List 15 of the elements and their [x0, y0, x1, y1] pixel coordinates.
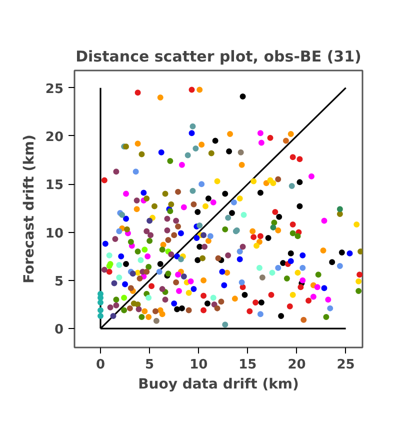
- x-tick-label: 5: [145, 358, 154, 372]
- chart-title: Distance scatter plot, obs-BE (31): [76, 48, 362, 66]
- x-tick-label: 20: [288, 358, 306, 372]
- y-axis-title: Forecast drift (km): [21, 134, 38, 284]
- y-tick-label: 25: [45, 82, 64, 97]
- y-tick-label: 5: [54, 274, 64, 290]
- y-tick-label: 10: [45, 226, 64, 242]
- x-tick-label: 15: [238, 358, 257, 372]
- y-tick-label: 20: [45, 130, 64, 145]
- x-axis-title: Buoy data drift (km): [138, 376, 299, 392]
- x-tick-label: 25: [336, 358, 355, 372]
- x-tick-label: 0: [96, 358, 106, 372]
- y-tick-label: 0: [54, 322, 64, 338]
- y-tick-label: 15: [45, 178, 64, 194]
- x-tick-label: 10: [190, 358, 208, 372]
